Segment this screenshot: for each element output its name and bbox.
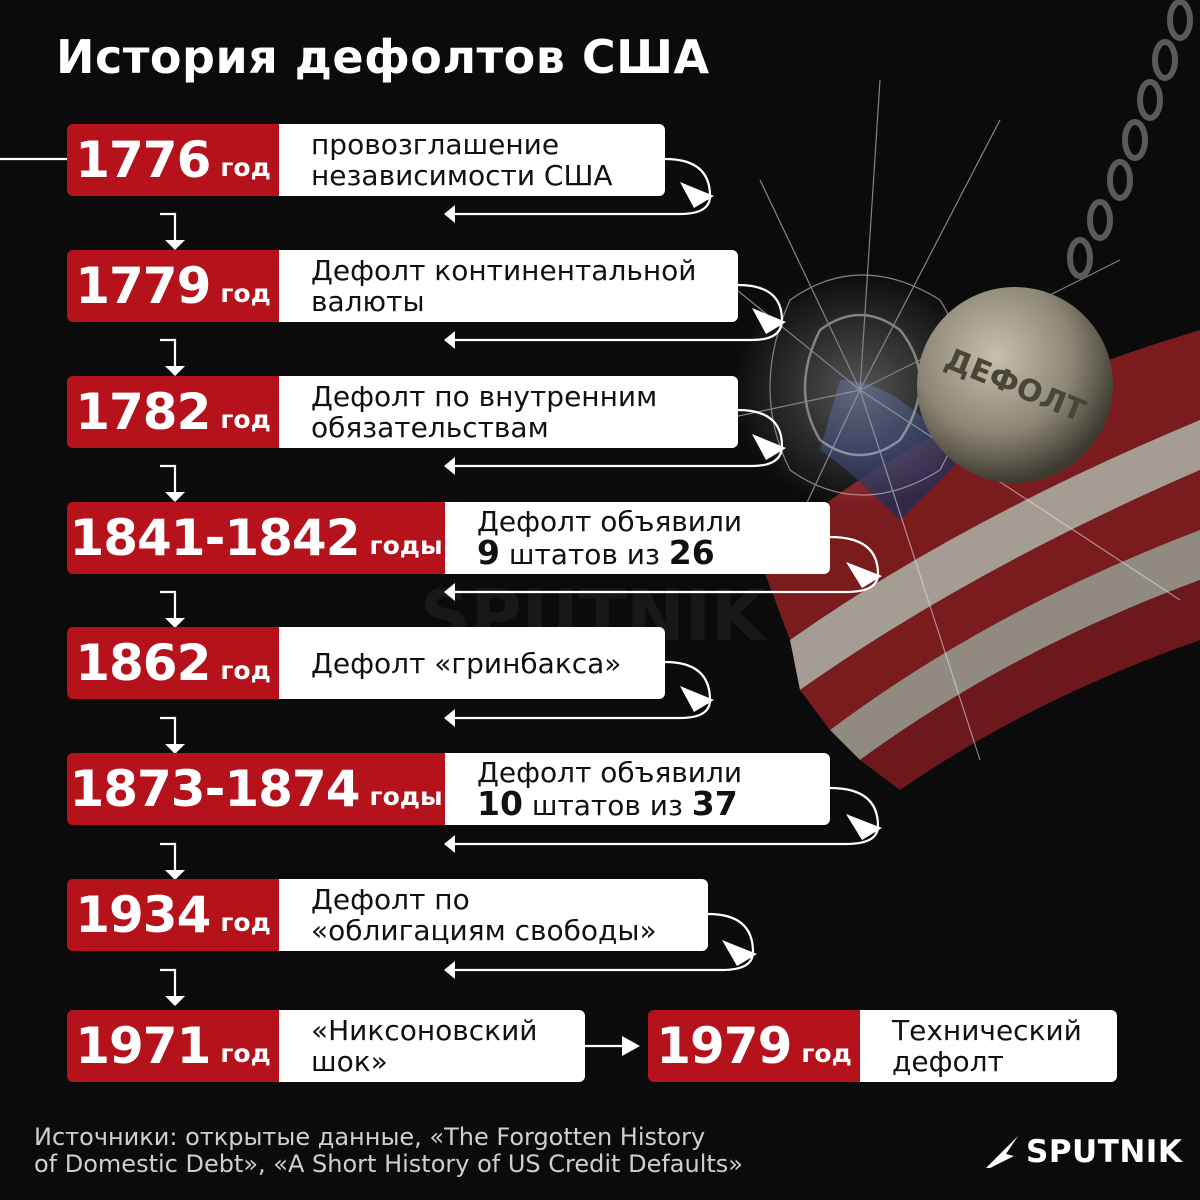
year-badge: 1862 год xyxy=(67,627,279,699)
year-value: 1979 xyxy=(656,1017,792,1075)
event-description: провозглашение независимости США xyxy=(279,124,665,196)
year-value: 1779 xyxy=(75,257,211,315)
year-badge: 1776 год xyxy=(67,124,279,196)
year-unit: год xyxy=(220,907,271,937)
year-value: 1971 xyxy=(75,1017,211,1075)
event-text-line1: Дефолт «гринбакса» xyxy=(311,646,622,680)
timeline-item: 1841-1842 годы Дефолт объявили 9 штатов … xyxy=(67,502,830,574)
states-of: штатов из xyxy=(499,538,669,571)
event-text-line2: дефолт xyxy=(892,1045,1004,1078)
event-text-line2: независимости США xyxy=(311,159,613,192)
year-unit: год xyxy=(220,1038,271,1068)
sources-line2: of Domestic Debt», «A Short History of U… xyxy=(34,1150,743,1178)
year-badge: 1779 год xyxy=(67,250,279,322)
year-value: 1934 xyxy=(75,886,211,944)
year-unit: год xyxy=(220,655,271,685)
year-value: 1862 xyxy=(75,634,211,692)
states-count: 10 xyxy=(477,784,523,823)
year-value: 1873-1874 xyxy=(69,760,360,818)
year-badge: 1782 год xyxy=(67,376,279,448)
sputnik-logo: SPUTNIK xyxy=(984,1134,1182,1170)
event-description: Дефолт объявили 9 штатов из 26 xyxy=(445,502,830,574)
event-description: Дефолт по «облигациям свободы» xyxy=(279,879,708,951)
states-total: 26 xyxy=(668,533,715,572)
year-badge: 1979 год xyxy=(648,1010,860,1082)
wrecking-ball-image: ДЕФОЛТ xyxy=(917,287,1113,483)
sputnik-logo-icon xyxy=(986,1136,1018,1168)
year-value: 1841-1842 xyxy=(69,509,360,567)
event-text-line1: провозглашение xyxy=(311,128,560,161)
year-unit: годы xyxy=(369,781,443,811)
year-unit: год xyxy=(220,278,271,308)
event-description: «Никсоновский шок» xyxy=(279,1010,585,1082)
timeline-item: 1934 год Дефолт по «облигациям свободы» xyxy=(67,879,708,951)
event-text-line1: Дефолт по внутренним xyxy=(311,380,658,413)
timeline-item: 1776 год провозглашение независимости СШ… xyxy=(67,124,665,196)
event-description: Дефолт объявили 10 штатов из 37 xyxy=(445,753,830,825)
event-description: Дефолт «гринбакса» xyxy=(279,627,665,699)
event-description: Дефолт по внутренним обязательствам xyxy=(279,376,738,448)
year-badge: 1971 год xyxy=(67,1010,279,1082)
chain-image xyxy=(1067,0,1193,279)
event-text-line1: Дефолт по xyxy=(311,883,470,916)
year-badge: 1873-1874 годы xyxy=(67,753,445,825)
event-text-line1: Дефолт объявили xyxy=(477,756,743,789)
year-value: 1776 xyxy=(75,131,211,189)
timeline-item: 1782 год Дефолт по внутренним обязательс… xyxy=(67,376,738,448)
year-unit: год xyxy=(220,404,271,434)
event-text-line2: 10 штатов из 37 xyxy=(477,787,830,822)
timeline-item: 1979 год Технический дефолт xyxy=(648,1010,1117,1082)
states-count: 9 xyxy=(477,533,500,572)
year-badge: 1934 год xyxy=(67,879,279,951)
event-text-line1: Дефолт объявили xyxy=(477,505,743,538)
timeline-item: 1862 год Дефолт «гринбакса» xyxy=(67,627,665,699)
year-unit: год xyxy=(220,152,271,182)
timeline-item: 1873-1874 годы Дефолт объявили 10 штатов… xyxy=(67,753,830,825)
sources-note: Источники: открытые данные, «The Forgott… xyxy=(34,1124,814,1178)
year-badge: 1841-1842 годы xyxy=(67,502,445,574)
event-text-line1: Дефолт континентальной xyxy=(311,254,697,287)
sources-line1: Источники: открытые данные, «The Forgott… xyxy=(34,1123,706,1151)
event-text-line1: «Никсоновский xyxy=(311,1014,538,1047)
event-description: Технический дефолт xyxy=(860,1010,1117,1082)
states-total: 37 xyxy=(691,784,738,823)
event-description: Дефолт континентальной валюты xyxy=(279,250,738,322)
sputnik-logo-text: SPUTNIK xyxy=(1026,1134,1183,1170)
event-text-line2: шок» xyxy=(311,1045,388,1078)
timeline-item: 1971 год «Никсоновский шок» xyxy=(67,1010,585,1082)
event-text-line1: Технический xyxy=(892,1014,1082,1047)
timeline-item: 1779 год Дефолт континентальной валюты xyxy=(67,250,738,322)
event-text-line2: «облигациям свободы» xyxy=(311,914,657,947)
year-unit: год xyxy=(801,1038,852,1068)
event-text-line2: 9 штатов из 26 xyxy=(477,536,830,571)
states-of: штатов из xyxy=(522,789,692,822)
event-text-line2: валюты xyxy=(311,285,425,318)
event-text-line2: обязательствам xyxy=(311,411,549,444)
year-unit: годы xyxy=(369,530,443,560)
year-value: 1782 xyxy=(75,383,211,441)
page-title: История дефолтов США xyxy=(56,30,710,84)
